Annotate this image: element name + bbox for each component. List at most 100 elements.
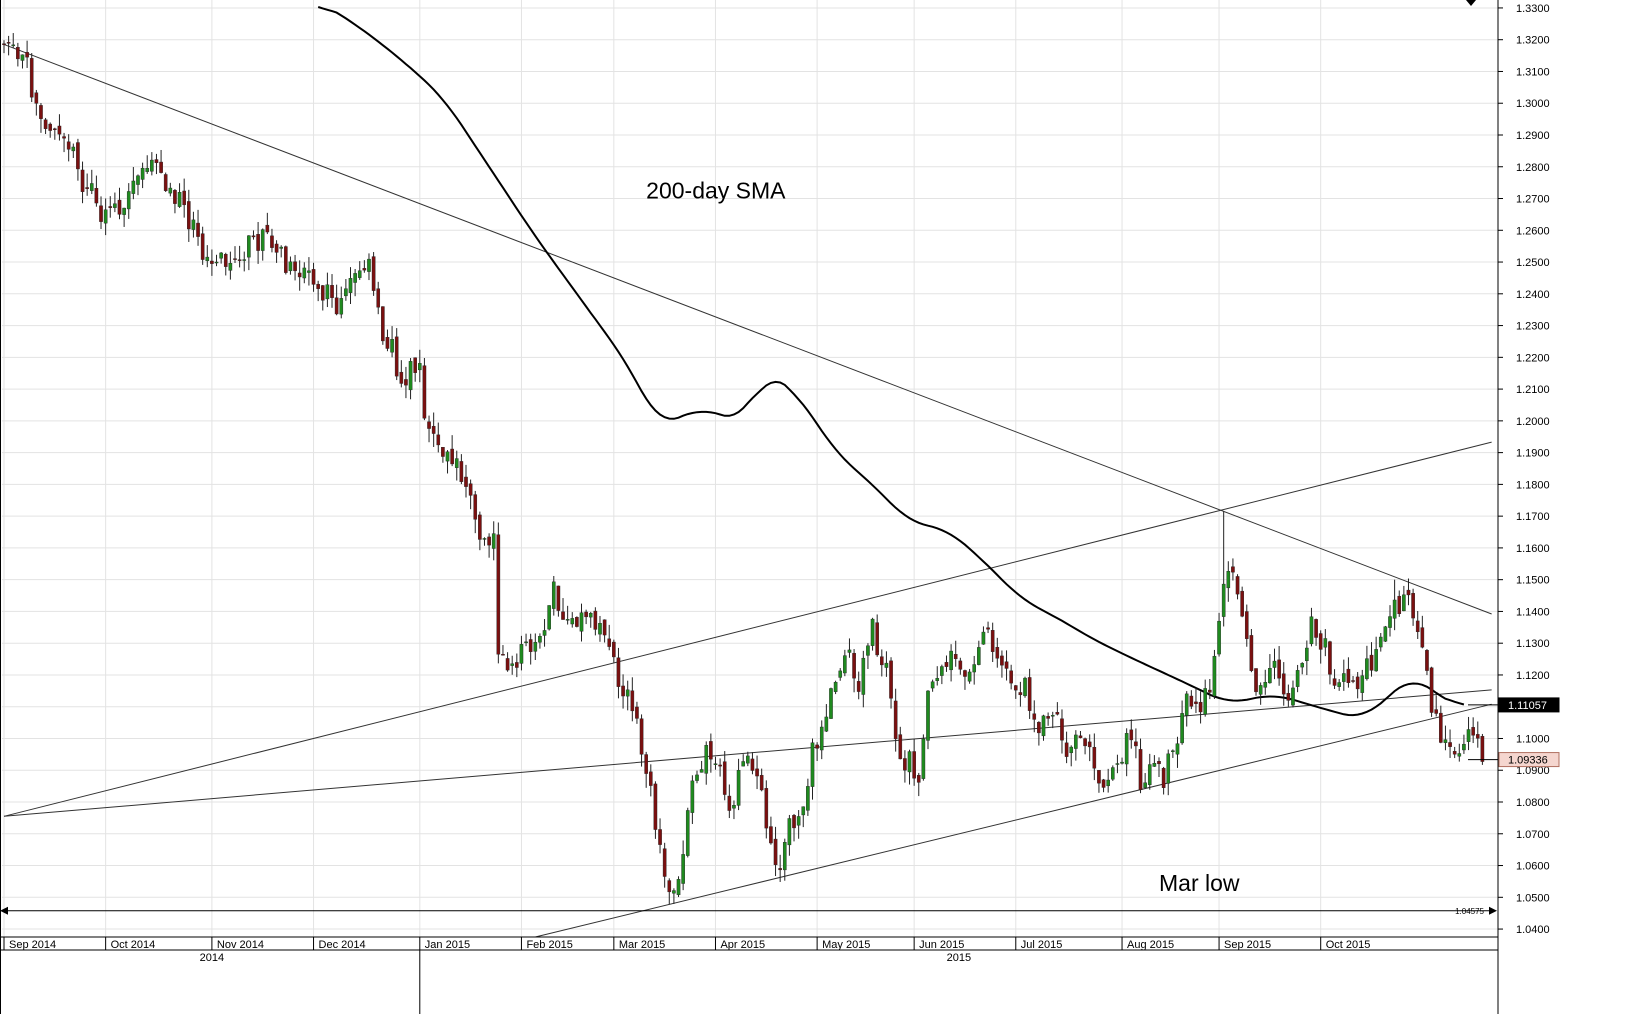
month-label: Apr 2015 [720,939,765,951]
candle-body [1037,722,1041,734]
candle-body [1208,689,1212,693]
candle-body [413,357,417,373]
month-label: Feb 2015 [526,939,572,951]
candle-body [1157,761,1161,765]
candle-body [958,660,963,670]
candle-body [113,203,117,208]
y-tick-label: 1.2800 [1516,162,1550,174]
candle-body [1106,779,1110,787]
sma-200-line [317,6,1465,717]
month-label: Aug 2015 [1127,939,1174,951]
year-label: 2015 [947,952,971,964]
candle-body [1318,633,1323,650]
mar-low-annotation: Mar low [1159,870,1240,896]
candle-body [66,141,71,150]
candle-body [977,647,981,665]
candle-body [1291,687,1295,706]
candle-body [307,270,311,273]
month-label: May 2015 [822,939,870,951]
candle-body [20,54,25,61]
candle-body [99,205,103,222]
candle-body [732,805,736,809]
candle-body [491,533,496,549]
candle-body [584,611,588,618]
candle-body [884,662,889,668]
candle-body [325,284,330,300]
y-tick-label: 1.2700 [1516,194,1550,206]
candle-body [274,243,279,253]
candle-body [256,234,260,251]
candle-body [838,670,843,678]
candle-body [602,619,607,636]
candle-body [145,167,150,172]
candle-body [1032,713,1037,720]
candle-body [200,233,205,260]
y-tick-label: 1.3000 [1516,98,1550,110]
candle-body [223,254,228,267]
candle-body [981,631,986,645]
grid [2,0,1498,937]
candle-body [912,751,916,779]
candle-body [616,657,621,687]
candle-body [533,641,538,652]
candle-body [205,256,210,262]
candle-body [1004,661,1009,669]
candle-body [1129,729,1134,741]
y-tick-label: 1.1200 [1516,670,1550,682]
candle-body [1452,751,1457,755]
candle-body [284,246,288,273]
month-label: Nov 2014 [217,939,264,951]
candle-body [1221,583,1226,617]
axes: 1.0400 1.0500 1.0600 1.0700 1.0800 1.0900 1.10… [0,0,1560,1014]
y-tick-label: 1.0400 [1516,924,1550,936]
candle-body [695,774,699,781]
candle-body [214,261,219,264]
candle-body [1268,668,1272,684]
candle-body [182,190,186,206]
candle-body [53,128,57,130]
month-label: Jul 2015 [1021,939,1063,951]
candle-body [1027,677,1032,711]
candle-body [1212,655,1217,697]
candle-body [718,764,722,767]
candle-body [94,188,99,204]
candle-body [861,657,866,695]
candle-body [866,645,870,656]
candle-body [399,371,404,384]
candle-body [944,662,949,667]
candle-body [658,829,662,845]
candle-body [436,434,441,446]
candle-body [1217,620,1221,655]
candle-body [371,256,376,291]
candle-body [1462,743,1466,751]
candle-body [39,105,43,119]
candle-body [186,201,191,230]
candle-body [880,656,884,666]
candle-body [357,270,362,278]
y-tick-label: 1.2900 [1516,130,1550,142]
y-tick-label: 1.2600 [1516,225,1550,237]
candle-body [1226,571,1231,589]
candle-body [709,741,713,760]
candle-body [57,125,62,135]
candle-body [598,623,602,635]
candle-body [1425,650,1429,671]
month-label: Mar 2015 [619,939,665,951]
candle-body [108,206,113,208]
candle-body [89,183,94,191]
candle-body [889,660,893,699]
candle-body [676,879,681,896]
candle-body [191,219,196,230]
candle-body [528,639,533,652]
candle-body [644,754,648,774]
trendline [3,44,1492,615]
candle-body [288,261,293,272]
candle-body [454,458,459,468]
candle-body [219,252,223,259]
candle-body [1254,668,1258,693]
candle-body [344,288,348,297]
candle-body [1323,638,1328,648]
candle-body [515,662,519,668]
candle-body [154,159,159,164]
